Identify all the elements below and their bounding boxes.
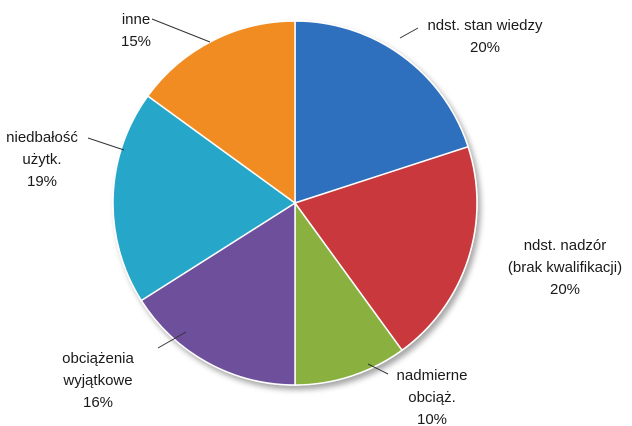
slice-label-line: wyjątkowe	[62, 372, 132, 389]
leader-line-1	[399, 27, 419, 39]
slice-percent: 15%	[121, 33, 151, 50]
slice-percent: 10%	[417, 411, 447, 426]
slice-label-3: nadmierne obciąż. 10%	[397, 367, 468, 426]
slice-label-line: inne	[122, 11, 150, 28]
pie-slice-3	[294, 200, 404, 386]
slice-label-2: ndst. nadzór (brak kwalifikacji) 20%	[508, 237, 622, 298]
slice-label-line: użytk.	[22, 151, 61, 168]
slice-label-4: obciążenia wyjątkowe 16%	[62, 350, 134, 411]
pie-slice-2	[293, 145, 478, 352]
slice-percent: 20%	[470, 39, 500, 56]
slice-percent: 20%	[550, 281, 580, 298]
pie-slices	[112, 20, 478, 386]
pie-slice-5	[112, 94, 297, 302]
slice-label-line: nadmierne	[397, 367, 468, 384]
leader-line-5	[87, 137, 125, 151]
slice-label-5: niedbałość użytk. 19%	[6, 129, 78, 190]
slice-label-1: ndst. stan wiedzy 20%	[427, 17, 543, 56]
pie-slice-1	[294, 20, 470, 205]
slice-label-line: ndst. nadzór	[524, 237, 607, 254]
slice-label-line: (brak kwalifikacji)	[508, 259, 622, 276]
slice-label-line: ndst. stan wiedzy	[427, 17, 543, 34]
leader-line-4	[157, 331, 187, 349]
slice-labels: ndst. stan wiedzy 20% ndst. nadzór (brak kw…	[6, 11, 622, 426]
pie-slice-6	[146, 20, 296, 205]
slice-label-6: inne 15%	[121, 11, 151, 50]
leader-line-3	[367, 363, 389, 375]
slice-label-line: obciążenia	[62, 350, 134, 367]
slice-percent: 16%	[83, 394, 113, 411]
pie-slice-4	[140, 201, 296, 386]
leader-line-6	[151, 18, 211, 43]
slice-label-line: niedbałość	[6, 129, 78, 146]
slice-label-line: obciąż.	[408, 389, 456, 406]
leader-lines	[87, 18, 419, 375]
slice-percent: 19%	[27, 173, 57, 190]
